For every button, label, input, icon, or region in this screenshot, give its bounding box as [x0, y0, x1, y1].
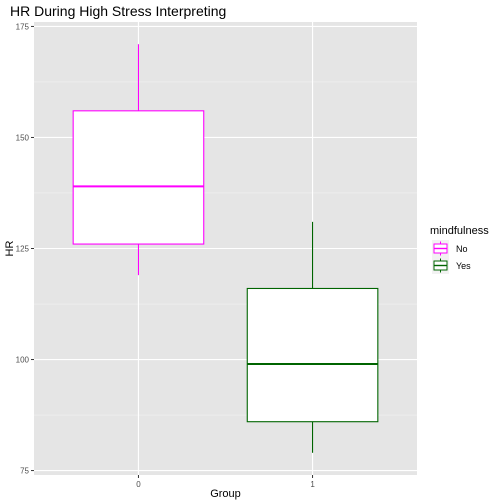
x-axis-title: Group — [210, 488, 241, 500]
y-tick-label: 150 — [16, 133, 30, 142]
y-axis-title: HR — [4, 241, 16, 257]
legend: mindfulness No Yes — [430, 225, 489, 274]
legend-label: Yes — [456, 261, 471, 271]
boxes — [72, 44, 379, 453]
y-tick-label: 125 — [16, 245, 30, 254]
interquartile-box — [72, 110, 205, 245]
y-tick-label: 100 — [16, 356, 30, 365]
box-yes — [246, 221, 379, 453]
x-tick-label: 1 — [310, 480, 315, 489]
legend-item-no: No — [432, 240, 468, 257]
y-tick-label: 175 — [16, 22, 30, 31]
box-no — [72, 44, 205, 276]
legend-items: No Yes — [432, 240, 471, 274]
chart-title: HR During High Stress Interpreting — [10, 3, 226, 19]
x-tick-label: 0 — [136, 480, 141, 489]
legend-label: No — [456, 244, 468, 254]
interquartile-box — [246, 287, 379, 423]
legend-title: mindfulness — [430, 225, 489, 237]
y-tick-label: 75 — [20, 467, 29, 476]
legend-item-yes: Yes — [432, 257, 471, 274]
y-axis: 75 100 125 150 175 — [16, 22, 34, 476]
